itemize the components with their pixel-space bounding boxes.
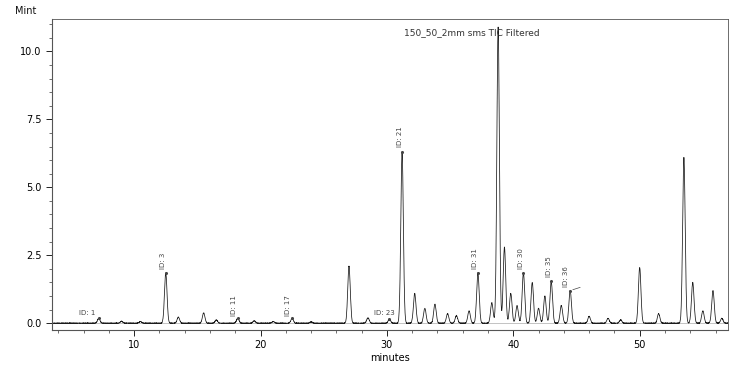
Text: ID: 1: ID: 1 [80,310,96,316]
Text: Mint: Mint [15,6,36,16]
X-axis label: minutes: minutes [370,353,410,363]
Text: ID: 23: ID: 23 [374,310,395,316]
Text: 150_50_2mm sms TIC Filtered: 150_50_2mm sms TIC Filtered [403,28,539,37]
Text: ID: 30: ID: 30 [518,248,524,269]
Text: ID: 11: ID: 11 [231,295,237,316]
Text: ID: 35: ID: 35 [545,256,552,277]
Text: ID: 17: ID: 17 [285,295,291,316]
Text: ID: 36: ID: 36 [563,266,569,286]
Text: ID: 31: ID: 31 [473,248,478,269]
Text: ID: 3: ID: 3 [160,252,166,269]
Text: ID: 21: ID: 21 [397,126,403,147]
